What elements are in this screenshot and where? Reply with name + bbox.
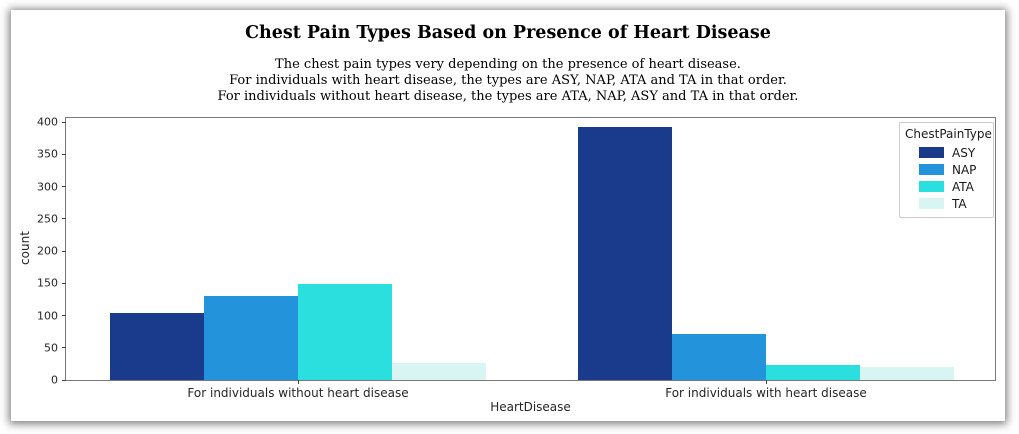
- asy-swatch-icon: [919, 147, 944, 158]
- legend: ChestPainType ASY NAP ATA TA: [899, 122, 994, 218]
- subtitle-line-3: For individuals without heart disease, t…: [217, 89, 799, 104]
- legend-item-label: TA: [952, 196, 967, 211]
- legend-item: ASY: [905, 144, 988, 161]
- legend-item: ATA: [905, 178, 988, 195]
- x-tick-mark: [765, 380, 767, 384]
- y-tick-label: 50: [44, 341, 58, 355]
- y-tick-mark: [62, 347, 66, 349]
- y-tick-label: 400: [37, 115, 58, 129]
- legend-item-label: ATA: [952, 179, 974, 194]
- y-tick-label: 250: [37, 212, 58, 226]
- y-tick-mark: [62, 218, 66, 220]
- legend-items: ASY NAP ATA TA: [905, 144, 988, 212]
- legend-item: NAP: [905, 161, 988, 178]
- bar-ta-group2: [860, 367, 954, 380]
- bar-ta-group1: [392, 363, 486, 380]
- nap-swatch-icon: [919, 164, 944, 175]
- y-tick-mark: [62, 121, 66, 123]
- x-axis-label: HeartDisease: [490, 400, 571, 414]
- bar-asy-group1: [110, 312, 204, 380]
- subtitle-line-1: The chest pain types very depending on t…: [275, 57, 741, 72]
- x-tick-label: For individuals without heart disease: [187, 386, 409, 400]
- legend-item: TA: [905, 195, 988, 212]
- y-tick-mark: [62, 379, 66, 381]
- bar-nap-group2: [672, 333, 766, 380]
- y-tick-label: 100: [37, 309, 58, 322]
- bar-nap-group1: [204, 295, 298, 380]
- x-tick-mark: [297, 380, 299, 384]
- y-tick-label: 350: [37, 147, 58, 161]
- y-tick-mark: [62, 250, 66, 252]
- plot-area: ChestPainType ASY NAP ATA TA 0 50 100 150 200 25…: [37, 117, 996, 400]
- y-tick-label: 150: [37, 276, 58, 290]
- y-tick-mark: [62, 186, 66, 187]
- y-tick-label: 0: [51, 373, 58, 387]
- ata-swatch-icon: [919, 181, 944, 192]
- figure-page: Chest Pain Types Based on Presence of He…: [11, 10, 1005, 421]
- bar-ata-group2: [766, 364, 860, 380]
- bar-ata-group1: [298, 283, 392, 380]
- x-tick-label: For individuals with heart disease: [665, 386, 867, 400]
- y-tick-mark: [62, 153, 66, 155]
- bar-asy-group2: [578, 127, 672, 380]
- chart-title: Chest Pain Types Based on Presence of He…: [245, 23, 771, 43]
- y-tick-mark: [62, 282, 66, 284]
- y-tick-label: 200: [37, 244, 58, 258]
- y-tick-label: 300: [37, 180, 58, 193]
- legend-item-label: NAP: [952, 162, 977, 177]
- chart-subtitle: The chest pain types very depending on t…: [11, 57, 1005, 105]
- legend-title: ChestPainType: [905, 127, 992, 141]
- y-axis-label: count: [18, 231, 32, 265]
- ta-swatch-icon: [919, 198, 944, 209]
- y-tick-mark: [62, 315, 66, 316]
- subtitle-line-2: For individuals with heart disease, the …: [229, 73, 787, 88]
- legend-item-label: ASY: [952, 145, 976, 160]
